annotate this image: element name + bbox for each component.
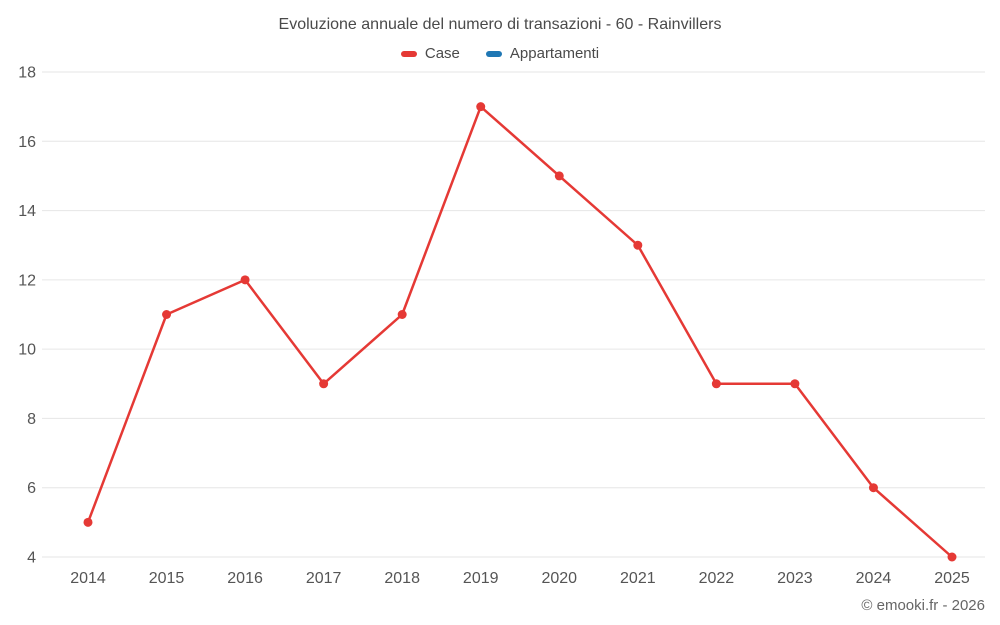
x-tick-label-2024: 2024 bbox=[856, 570, 892, 587]
data-point-case-2024[interactable] bbox=[868, 483, 878, 493]
legend-label-case: Case bbox=[424, 45, 460, 62]
data-point-case-2023[interactable] bbox=[790, 379, 800, 389]
y-tick-label: 10 bbox=[18, 342, 36, 359]
x-tick-label-2023: 2023 bbox=[777, 570, 813, 587]
x-tick-label-2015: 2015 bbox=[149, 570, 185, 587]
legend-item-case[interactable]: Case bbox=[400, 45, 460, 62]
data-point-case-2015[interactable] bbox=[162, 310, 172, 319]
x-tick-label-2018: 2018 bbox=[384, 570, 420, 587]
data-point-case-2021[interactable] bbox=[633, 240, 643, 250]
legend-item-appartamenti[interactable]: Appartamenti bbox=[485, 45, 600, 62]
appartamenti-series-swatch-icon bbox=[485, 50, 502, 57]
attribution-footer: © emooki.fr - 2026 bbox=[861, 597, 985, 614]
data-point-case-2020[interactable] bbox=[554, 171, 564, 181]
x-tick-label-2022: 2022 bbox=[699, 570, 735, 587]
y-tick-label: 8 bbox=[27, 411, 36, 428]
y-tick-label: 14 bbox=[18, 203, 36, 220]
y-tick-label: 18 bbox=[18, 65, 36, 82]
case-series-swatch-icon bbox=[400, 50, 417, 57]
legend-label-appartamenti: Appartamenti bbox=[509, 45, 600, 62]
y-tick-label: 6 bbox=[27, 480, 36, 497]
data-point-case-2018[interactable] bbox=[397, 310, 407, 319]
y-tick-label: 12 bbox=[18, 272, 36, 289]
series-line-case bbox=[86, 105, 954, 559]
chart-legend: Case Appartamenti bbox=[0, 45, 1000, 62]
data-point-case-2017[interactable] bbox=[319, 379, 329, 389]
data-point-case-2022[interactable] bbox=[711, 379, 721, 389]
x-tick-label-2014: 2014 bbox=[70, 570, 106, 587]
x-tick-label-2021: 2021 bbox=[620, 570, 656, 587]
data-point-case-2025[interactable] bbox=[947, 552, 957, 562]
chart-title: Evoluzione annuale del numero di transaz… bbox=[278, 16, 722, 33]
x-tick-label-2016: 2016 bbox=[227, 570, 263, 587]
data-point-case-2016[interactable] bbox=[240, 275, 250, 285]
y-tick-label: 16 bbox=[18, 134, 36, 151]
x-tick-label-2019: 2019 bbox=[463, 570, 499, 587]
data-point-case-2014[interactable] bbox=[83, 517, 93, 527]
data-point-case-2019[interactable] bbox=[476, 102, 486, 112]
y-tick-label: 4 bbox=[27, 550, 36, 567]
x-tick-label-2017: 2017 bbox=[306, 570, 342, 587]
x-tick-label-2020: 2020 bbox=[541, 570, 577, 587]
x-tick-label-2025: 2025 bbox=[934, 570, 970, 587]
